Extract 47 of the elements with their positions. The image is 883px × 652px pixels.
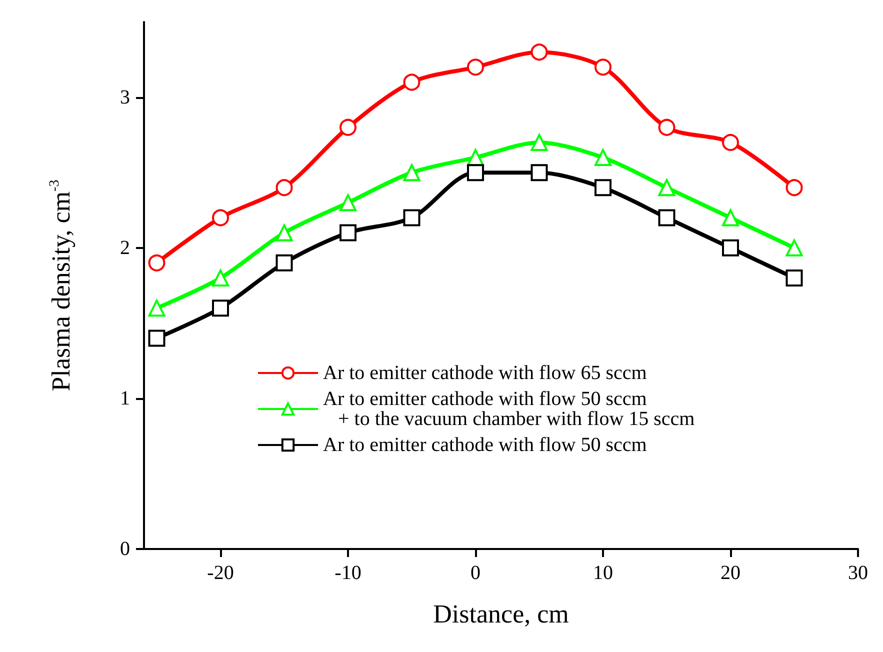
x-tick-label: 30 — [848, 562, 868, 584]
point — [340, 224, 356, 242]
point — [594, 179, 612, 196]
point — [403, 74, 420, 91]
point — [276, 224, 293, 242]
point — [276, 179, 293, 196]
point — [340, 118, 356, 136]
point — [403, 164, 420, 182]
legend-label: Ar to emitter cathode with flow 65 sccm — [323, 362, 648, 384]
point — [148, 330, 166, 347]
point — [212, 269, 229, 286]
point — [530, 134, 548, 151]
point — [594, 149, 612, 166]
x-tick-label: -10 — [334, 562, 362, 584]
point — [658, 209, 676, 226]
point — [786, 179, 803, 196]
legend-label: Ar to emitter cathode with flow 50 sccm + to the vacuum chamber with flow 15 sccm — [323, 388, 696, 430]
y-axis-title: Plasma density, cm-3 — [46, 180, 76, 392]
point — [276, 254, 293, 272]
point — [722, 239, 739, 256]
legend-label: Ar to emitter cathode with flow 50 sccm — [323, 434, 648, 456]
y-tick-label: 0 — [120, 538, 130, 560]
x-axis-title: Distance, cm — [433, 600, 569, 628]
point — [722, 209, 739, 226]
point — [786, 239, 803, 256]
point — [212, 209, 229, 226]
point — [212, 300, 229, 317]
point — [148, 254, 166, 272]
x-tick-label: -20 — [207, 562, 234, 584]
point — [467, 164, 484, 182]
x-tick-label: 20 — [720, 562, 740, 584]
point — [530, 164, 548, 182]
y-tick-label: 1 — [120, 387, 130, 410]
point — [722, 134, 739, 151]
point — [786, 269, 803, 286]
point — [658, 179, 676, 196]
point — [658, 118, 676, 136]
x-tick-label: 0 — [470, 562, 480, 584]
y-tick-label: 3 — [120, 86, 130, 108]
point — [403, 209, 420, 226]
point — [340, 194, 356, 212]
y-tick-label: 2 — [120, 236, 130, 259]
point — [530, 44, 548, 61]
point — [148, 300, 166, 317]
point — [467, 58, 484, 76]
x-tick-label: 10 — [593, 562, 613, 584]
point — [594, 58, 612, 76]
